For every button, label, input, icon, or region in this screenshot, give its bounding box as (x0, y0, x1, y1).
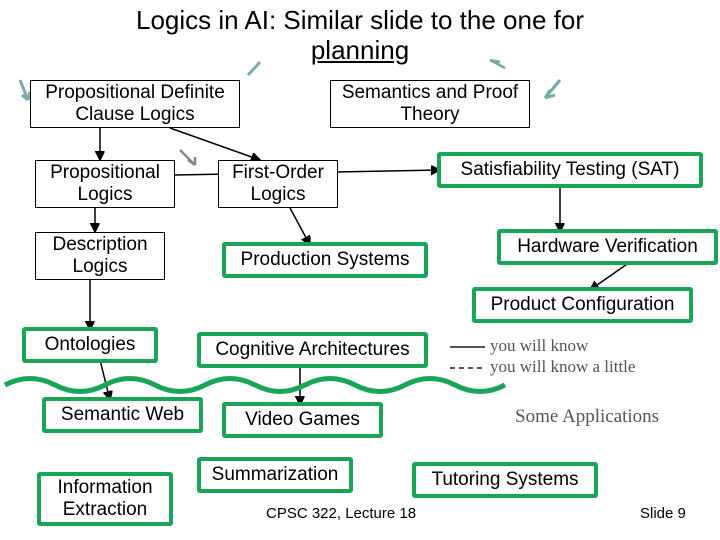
annot-know-little: you will know a little (490, 356, 635, 377)
node-sat: Satisfiability Testing (SAT) (440, 155, 700, 185)
node-sum: Summarization (200, 460, 350, 490)
annot-apps: Some Applications (515, 405, 659, 429)
node-ont: Ontologies (25, 330, 155, 360)
node-pc: Product Configuration (475, 290, 690, 320)
annot-know: you will know (490, 335, 588, 356)
node-hv: Hardware Verification (500, 232, 715, 262)
node-ps: Production Systems (225, 245, 425, 275)
footer-course: CPSC 322, Lecture 18 (266, 505, 416, 522)
node-vg: Video Games (225, 405, 380, 435)
node-dl: DescriptionLogics (35, 232, 165, 280)
wavy-divider (0, 370, 520, 400)
node-ie: InformationExtraction (40, 475, 170, 523)
node-sw: Semantic Web (45, 400, 200, 430)
node-pl: PropositionalLogics (35, 160, 175, 208)
node-spt: Semantics and ProofTheory (330, 80, 530, 128)
node-fol: First-OrderLogics (218, 160, 338, 208)
node-pdcl: Propositional DefiniteClause Logics (30, 80, 240, 128)
footer-slide: Slide 9 (640, 505, 686, 522)
node-ca: Cognitive Architectures (200, 335, 425, 365)
node-ts: Tutoring Systems (415, 465, 595, 495)
